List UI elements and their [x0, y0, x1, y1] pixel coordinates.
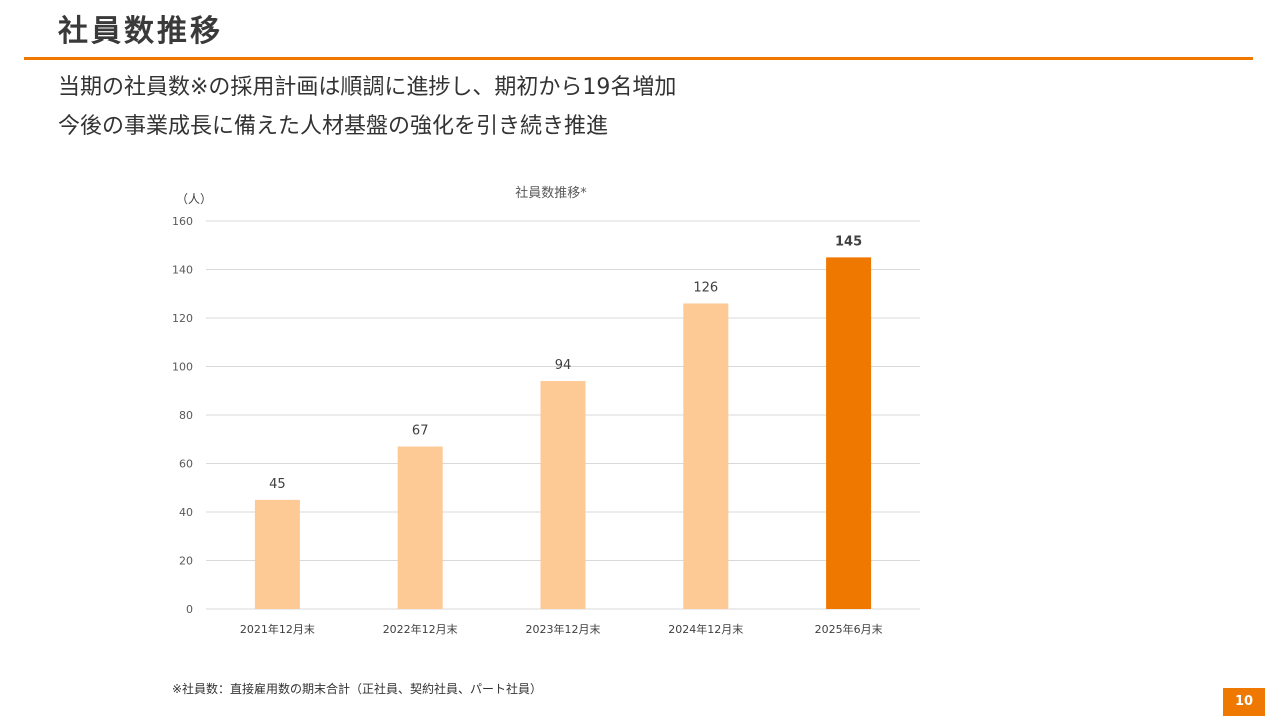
- bar: [254, 499, 300, 609]
- x-tick-label: 2021年12月末: [240, 622, 315, 636]
- bars: [254, 257, 872, 609]
- data-labels: 45 67 94 126 145: [269, 234, 862, 492]
- x-tick-label: 2023年12月末: [526, 622, 601, 636]
- x-tick-label: 2025年6月末: [815, 622, 883, 636]
- data-label: 145: [835, 234, 862, 249]
- y-tick-label: 160: [172, 215, 193, 228]
- y-tick-label: 80: [179, 409, 193, 422]
- data-label: 94: [555, 358, 572, 373]
- y-tick-label: 120: [172, 312, 193, 325]
- y-tick-label: 20: [179, 555, 193, 568]
- data-label: 126: [693, 280, 718, 295]
- x-tick-labels: 2021年12月末 2022年12月末 2023年12月末 2024年12月末 2025…: [240, 622, 883, 636]
- footnote: ※社員数：直接雇用数の期末合計（正社員、契約社員、パート社員）: [172, 682, 543, 696]
- y-tick-label: 40: [179, 506, 193, 519]
- page-title: 社員数推移: [58, 14, 223, 49]
- y-tick-label: 60: [179, 458, 193, 471]
- data-label: 45: [269, 477, 286, 492]
- bar: [540, 381, 586, 609]
- y-tick-label: 0: [186, 603, 193, 616]
- x-tick-label: 2022年12月末: [383, 622, 458, 636]
- title-underline: [24, 57, 1253, 60]
- headline-line-1: 当期の社員数※の採用計画は順調に進捗し、期初から19名増加: [58, 75, 677, 100]
- y-axis-unit-label: （人）: [176, 192, 212, 206]
- bar: [397, 446, 443, 609]
- y-tick-label: 140: [172, 264, 193, 277]
- y-tick-label: 100: [172, 361, 193, 374]
- data-label: 67: [412, 424, 429, 439]
- chart-title: 社員数推移*: [515, 185, 587, 201]
- bar: [826, 257, 872, 609]
- x-tick-label: 2024年12月末: [668, 622, 743, 636]
- headline-line-2: 今後の事業成長に備えた人材基盤の強化を引き続き推進: [58, 114, 609, 139]
- bar: [683, 303, 729, 609]
- y-tick-labels: 0 20 40 60 80 100 120 140 160: [172, 215, 193, 616]
- page-number-badge: 10: [1223, 688, 1265, 716]
